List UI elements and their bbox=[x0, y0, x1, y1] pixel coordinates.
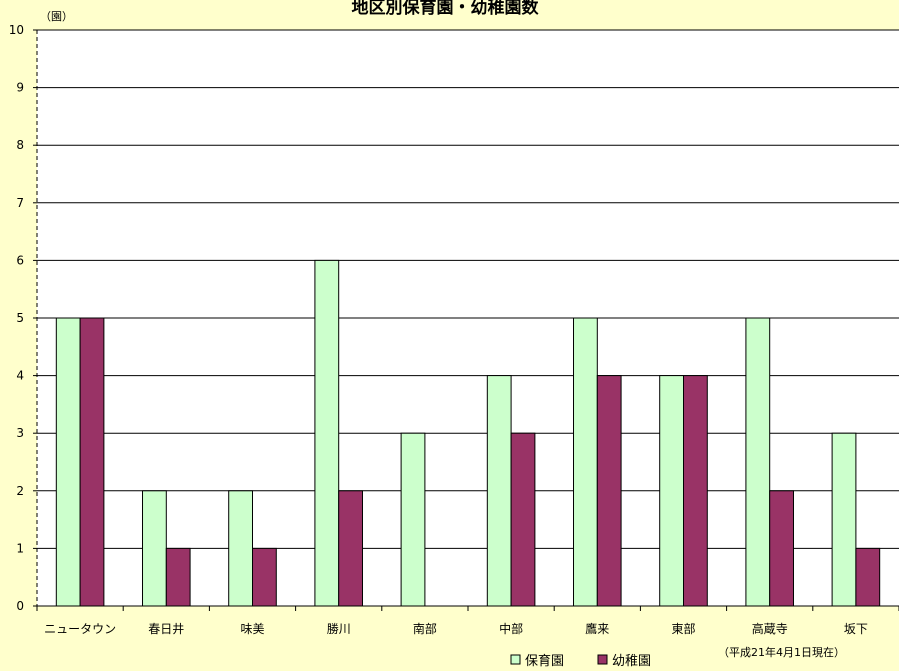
bar-幼稚園-鷹来 bbox=[596, 375, 622, 607]
bar-保育園-鷹来 bbox=[573, 317, 598, 607]
x-axis: ニュータウン 春日井 味美 勝川 南部 中部 鷹来 東部 高蔵寺 坂下 bbox=[36, 605, 899, 636]
bar-保育園-味美 bbox=[228, 490, 254, 607]
y-tick-label: 10 bbox=[9, 23, 24, 37]
chart-title: 地区別保育園・幼稚園数 bbox=[352, 0, 540, 18]
x-tick-label: 東部 bbox=[671, 621, 695, 636]
x-tick-label: 春日井 bbox=[148, 622, 184, 636]
legend-swatch bbox=[597, 654, 608, 665]
x-tick-label: 坂下 bbox=[844, 622, 868, 636]
y-tick-label: 0 bbox=[16, 599, 24, 613]
y-tick-label: 1 bbox=[16, 541, 24, 555]
bar-保育園-坂下 bbox=[831, 432, 857, 607]
y-tick-label: 2 bbox=[16, 484, 24, 498]
y-tick-label: 7 bbox=[16, 196, 24, 210]
bar-保育園-高蔵寺 bbox=[745, 317, 771, 607]
y-axis-unit-label: （園） bbox=[40, 10, 73, 23]
bar-保育園-東部 bbox=[659, 375, 685, 607]
x-tick-label: 中部 bbox=[499, 621, 523, 636]
y-tick-label: 6 bbox=[16, 253, 24, 267]
x-tick-label: 南部 bbox=[413, 621, 437, 636]
bar-保育園-ニュータウン bbox=[55, 317, 81, 607]
bar-幼稚園-ニュータウン bbox=[79, 317, 105, 607]
legend-label: 幼稚園 bbox=[612, 654, 651, 669]
y-tick-label: 3 bbox=[16, 426, 24, 440]
y-tick-label: 4 bbox=[16, 369, 24, 383]
bars bbox=[55, 259, 881, 607]
y-tick-label: 8 bbox=[16, 138, 24, 152]
x-tick-label: 高蔵寺 bbox=[752, 621, 788, 636]
date-annotation: （平成21年4月1日現在） bbox=[718, 645, 845, 659]
y-tick-label: 9 bbox=[16, 81, 24, 95]
bar-幼稚園-春日井 bbox=[165, 547, 191, 607]
legend-label: 保育園 bbox=[525, 653, 564, 669]
x-tick-label: 味美 bbox=[240, 622, 264, 636]
bar-幼稚園-勝川 bbox=[338, 490, 363, 607]
x-tick-label: ニュータウン bbox=[44, 622, 116, 636]
bar-幼稚園-東部 bbox=[683, 375, 708, 607]
y-axis: 0 1 2 3 4 5 6 7 8 9 10 bbox=[9, 23, 38, 613]
bar-幼稚園-中部 bbox=[510, 432, 536, 607]
bar-保育園-中部 bbox=[486, 375, 512, 607]
bar-幼稚園-味美 bbox=[252, 547, 277, 607]
bar-保育園-春日井 bbox=[142, 490, 167, 607]
bar-保育園-勝川 bbox=[314, 259, 340, 607]
x-tick-label: 鷹来 bbox=[585, 621, 609, 636]
x-tick-label: 勝川 bbox=[327, 621, 351, 636]
bar-保育園-南部 bbox=[400, 432, 426, 607]
bar-幼稚園-坂下 bbox=[855, 547, 881, 607]
legend-swatch bbox=[510, 654, 521, 665]
bar-幼稚園-高蔵寺 bbox=[769, 490, 794, 607]
legend: 保育園 幼稚園 bbox=[510, 653, 651, 669]
y-tick-label: 5 bbox=[16, 311, 24, 325]
